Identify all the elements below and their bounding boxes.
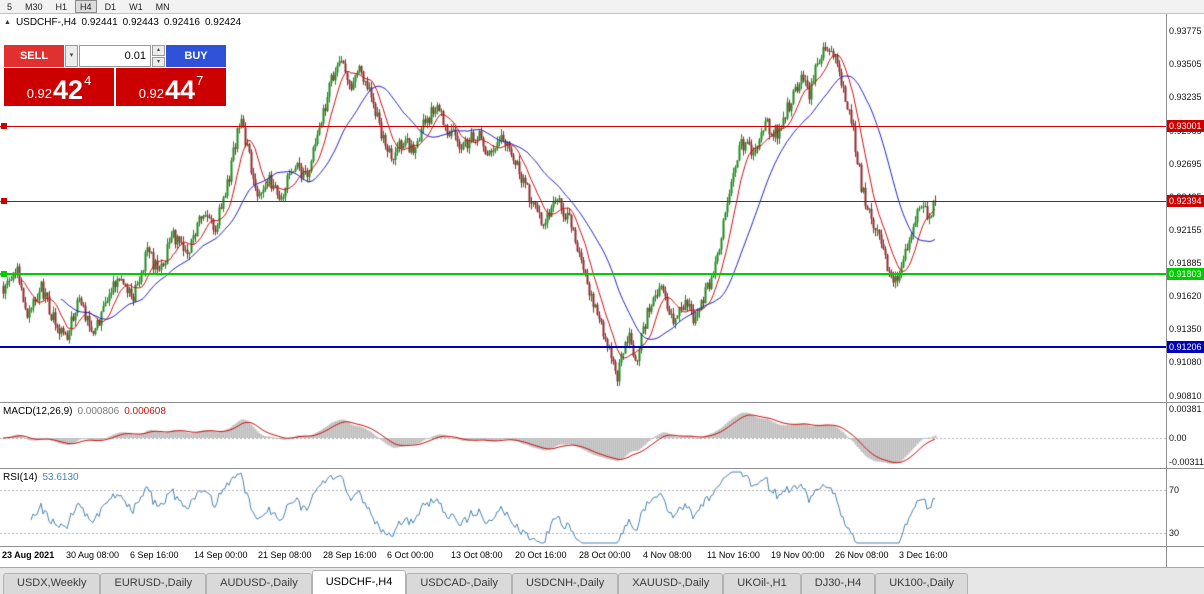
price-level-badge: 0.91206 [1167,340,1204,353]
ohlc-close-value: 0.92424 [204,17,242,28]
macd-indicator-label: MACD(12,26,9) 0.000806 0.000608 [3,406,166,417]
one-click-trading-panel: SELL ▾ ▴ ▾ BUY 0.92 42 4 0.92 44 7 [4,45,226,106]
timeframe-button-mn[interactable]: MN [155,2,170,12]
price-axis-tick: 0.91885 [1169,258,1202,269]
rsi-title: RSI(14) [3,472,38,483]
rsi-scale-label: 70 [1169,485,1180,495]
time-axis-label: 13 Oct 08:00 [451,550,503,560]
price-axis-tick: 0.91620 [1169,291,1202,302]
timeframe-button-h1[interactable]: H1 [55,2,68,12]
volume-dropdown-button[interactable]: ▾ [65,45,78,67]
time-axis-label: 28 Sep 16:00 [323,550,377,560]
price-axis-tick: 0.91350 [1169,324,1202,335]
line-anchor-handle[interactable] [1,270,7,277]
timeframe-button-w1[interactable]: W1 [129,2,143,12]
buy-price-prefix: 0.92 [138,86,165,101]
sell-price-prefix: 0.92 [26,86,53,101]
time-axis-label: 4 Nov 08:00 [643,550,692,560]
time-axis-label: 30 Aug 08:00 [66,550,120,560]
price-level-badge: 0.93001 [1167,120,1204,133]
time-axis-label: 21 Sep 08:00 [258,550,312,560]
price-axis-tick: 0.92695 [1169,158,1202,169]
timeframe-button-h4[interactable]: H4 [75,0,97,13]
time-axis-separator [0,546,1204,547]
macd-scale-label: 0.00381 [1169,404,1202,414]
timeframe-button-d1[interactable]: D1 [104,2,117,12]
chart-tab-dj30-h4[interactable]: DJ30-,H4 [800,573,876,594]
volume-increase-button[interactable]: ▴ [152,45,165,56]
macd-panel-canvas[interactable] [0,403,1166,468]
timeframe-toolbar: 5 M30 H1 H4 D1 W1 MN [0,0,1204,14]
price-scale[interactable]: 0.937750.935050.932350.929650.926950.924… [1167,14,1204,566]
ohlc-open-value: 0.92441 [81,17,118,28]
price-axis-tick: 0.93775 [1169,25,1202,36]
chart-tab-usdcnh-daily[interactable]: USDCNH-,Daily [511,573,619,594]
chart-tab-xauusd-daily[interactable]: XAUUSD-,Daily [618,573,724,594]
macd-title: MACD(12,26,9) [3,406,73,417]
rsi-value: 53.6130 [42,472,79,483]
rsi-indicator-label: RSI(14) 53.6130 [3,472,79,483]
price-scale-separator [1166,14,1167,567]
chart-tab-usdchf-h4[interactable]: USDCHF-,H4 [311,570,407,594]
time-axis-label: 23 Aug 2021 [2,550,55,560]
price-axis-tick: 0.93505 [1169,59,1202,70]
rsi-scale-label: 30 [1169,528,1180,538]
volume-spinner: ▴ ▾ [152,45,165,67]
buy-price-main: 44 [165,75,196,106]
macd-signal-value: 0.000608 [124,406,166,417]
rsi-panel-canvas[interactable] [0,469,1166,546]
line-anchor-handle[interactable] [1,123,7,130]
chart-tab-eurusd-daily[interactable]: EURUSD-,Daily [100,573,207,594]
sell-button[interactable]: SELL [4,45,64,67]
chart-tab-usdcad-daily[interactable]: USDCAD-,Daily [406,573,512,594]
chart-tab-uk100-daily[interactable]: UK100-,Daily [875,573,969,594]
chart-tab-bar: USDX,Weekly EURUSD-,Daily AUDUSD-,Daily USD… [0,567,1204,594]
price-axis-tick: 0.91080 [1169,357,1202,368]
horizontal-line-0.93001[interactable] [0,126,1166,128]
time-axis-label: 19 Nov 00:00 [771,550,825,560]
macd-scale-label: -0.00311 [1169,457,1204,467]
time-axis-label: 26 Nov 08:00 [835,550,889,560]
price-axis-tick: 0.92155 [1169,225,1202,236]
time-axis-label: 20 Oct 16:00 [515,550,567,560]
buy-price-pip: 7 [196,73,204,88]
price-level-badge: 0.91803 [1167,267,1204,280]
horizontal-line-0.91206[interactable] [0,345,1166,348]
trade-panel-collapse-icon[interactable]: ▲ [4,19,11,26]
chart-ohlc-header: ▲ USDCHF-,H4 0.92441 0.92443 0.92416 0.9… [4,17,241,28]
sell-price-pip: 4 [84,73,92,88]
chart-symbol-label: USDCHF-,H4 [15,17,77,28]
horizontal-line-0.91803[interactable] [0,272,1166,275]
timeframe-button-5[interactable]: 5 [7,2,13,12]
sell-price-display[interactable]: 0.92 42 4 [4,68,114,106]
sell-price-main: 42 [53,75,84,106]
time-axis-label: 11 Nov 16:00 [707,550,760,560]
timeframe-button-m30[interactable]: M30 [25,2,43,12]
horizontal-line-0.92394[interactable] [0,200,1166,202]
time-axis-label: 3 Dec 16:00 [899,550,948,560]
time-axis-label: 14 Sep 00:00 [194,550,248,560]
price-axis-tick: 0.93235 [1169,92,1202,103]
chart-tab-ukoil-h1[interactable]: UKOil-,H1 [723,573,801,594]
time-axis-label: 6 Sep 16:00 [130,550,179,560]
rsi-panel-separator[interactable] [0,468,1204,469]
macd-scale-label: 0.00 [1169,433,1187,443]
time-axis-label: 28 Oct 00:00 [579,550,631,560]
chart-tab-audusd-daily[interactable]: AUDUSD-,Daily [206,573,312,594]
chart-tab-usdx-weekly[interactable]: USDX,Weekly [3,573,101,594]
buy-button[interactable]: BUY [166,45,226,67]
time-axis-label: 6 Oct 00:00 [387,550,434,560]
macd-main-value: 0.000806 [77,406,120,417]
line-anchor-handle[interactable] [1,197,7,204]
price-axis-tick: 0.90810 [1169,390,1202,401]
price-level-badge: 0.92394 [1167,194,1204,207]
time-axis[interactable]: 23 Aug 2021 30 Aug 08:00 6 Sep 16:00 14 Sep… [0,547,1166,566]
volume-decrease-button[interactable]: ▾ [152,56,165,67]
macd-panel-separator[interactable] [0,402,1204,403]
ohlc-low-value: 0.92416 [163,17,200,28]
volume-input[interactable] [79,45,151,67]
buy-price-display[interactable]: 0.92 44 7 [116,68,226,106]
ohlc-high-value: 0.92443 [122,17,159,28]
